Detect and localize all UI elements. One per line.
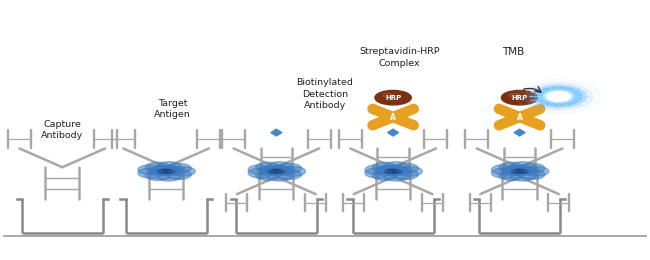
Circle shape	[391, 167, 410, 175]
Text: A: A	[517, 113, 523, 122]
Circle shape	[520, 163, 545, 173]
Circle shape	[372, 162, 397, 172]
Circle shape	[138, 165, 162, 175]
Circle shape	[509, 93, 519, 98]
Circle shape	[248, 168, 273, 178]
Circle shape	[266, 165, 285, 173]
Circle shape	[530, 85, 586, 107]
Circle shape	[164, 167, 183, 175]
Text: Target
Antigen: Target Antigen	[154, 99, 191, 119]
Circle shape	[277, 163, 302, 173]
Polygon shape	[271, 129, 282, 136]
Circle shape	[491, 168, 516, 178]
Circle shape	[146, 162, 170, 172]
Circle shape	[270, 166, 291, 173]
Circle shape	[255, 162, 280, 172]
Polygon shape	[513, 114, 526, 120]
Circle shape	[398, 166, 423, 176]
Text: TMB: TMB	[502, 47, 524, 57]
Circle shape	[259, 167, 279, 175]
Circle shape	[365, 168, 389, 178]
Circle shape	[146, 171, 170, 180]
Circle shape	[281, 166, 306, 176]
Circle shape	[138, 168, 162, 178]
Circle shape	[248, 165, 273, 175]
Polygon shape	[387, 114, 400, 120]
Polygon shape	[372, 109, 383, 113]
Circle shape	[274, 167, 293, 175]
Circle shape	[384, 171, 408, 181]
Text: Capture
Antibody: Capture Antibody	[41, 120, 83, 140]
Circle shape	[394, 170, 419, 179]
Polygon shape	[387, 129, 398, 136]
Circle shape	[515, 79, 601, 113]
Circle shape	[267, 162, 292, 172]
Circle shape	[155, 167, 177, 176]
Circle shape	[514, 166, 534, 173]
Polygon shape	[530, 109, 540, 113]
Circle shape	[394, 163, 419, 173]
Circle shape	[161, 166, 180, 173]
Circle shape	[157, 162, 181, 172]
Circle shape	[499, 171, 523, 180]
Circle shape	[547, 92, 570, 101]
Circle shape	[504, 166, 524, 174]
Circle shape	[387, 166, 407, 173]
Circle shape	[171, 166, 195, 176]
Circle shape	[510, 171, 535, 181]
Circle shape	[383, 167, 404, 176]
Circle shape	[382, 165, 402, 173]
Circle shape	[255, 171, 280, 180]
Text: Biotinylated
Detection
Antibody: Biotinylated Detection Antibody	[296, 78, 354, 110]
Circle shape	[261, 166, 281, 174]
Circle shape	[267, 171, 292, 181]
Circle shape	[151, 166, 170, 174]
Circle shape	[157, 171, 181, 181]
Text: A: A	[390, 113, 396, 122]
Polygon shape	[499, 121, 510, 125]
Circle shape	[149, 167, 168, 175]
Circle shape	[378, 166, 397, 174]
Circle shape	[491, 165, 516, 175]
Circle shape	[509, 167, 530, 176]
Circle shape	[375, 90, 411, 105]
Circle shape	[501, 90, 538, 105]
Circle shape	[365, 165, 389, 175]
Circle shape	[155, 165, 175, 173]
Circle shape	[166, 170, 191, 179]
Polygon shape	[403, 121, 414, 125]
Polygon shape	[514, 129, 525, 136]
Circle shape	[517, 167, 537, 175]
Circle shape	[538, 88, 579, 105]
Circle shape	[535, 87, 582, 106]
Circle shape	[499, 162, 523, 172]
Polygon shape	[403, 109, 414, 113]
Text: HRP: HRP	[385, 95, 401, 101]
Circle shape	[509, 165, 528, 173]
Circle shape	[166, 163, 191, 173]
Circle shape	[543, 90, 573, 102]
Text: HRP: HRP	[512, 95, 528, 101]
Circle shape	[510, 162, 535, 172]
Polygon shape	[372, 121, 383, 125]
Circle shape	[524, 166, 549, 176]
Circle shape	[502, 167, 522, 175]
Text: Streptavidin-HRP
Complex: Streptavidin-HRP Complex	[359, 47, 440, 68]
Circle shape	[384, 162, 408, 172]
Circle shape	[372, 171, 397, 180]
Circle shape	[382, 93, 393, 98]
Circle shape	[266, 167, 287, 176]
Circle shape	[277, 170, 302, 179]
Polygon shape	[499, 109, 510, 113]
Circle shape	[525, 83, 593, 110]
Polygon shape	[530, 121, 540, 125]
Circle shape	[520, 170, 545, 179]
Circle shape	[376, 167, 395, 175]
